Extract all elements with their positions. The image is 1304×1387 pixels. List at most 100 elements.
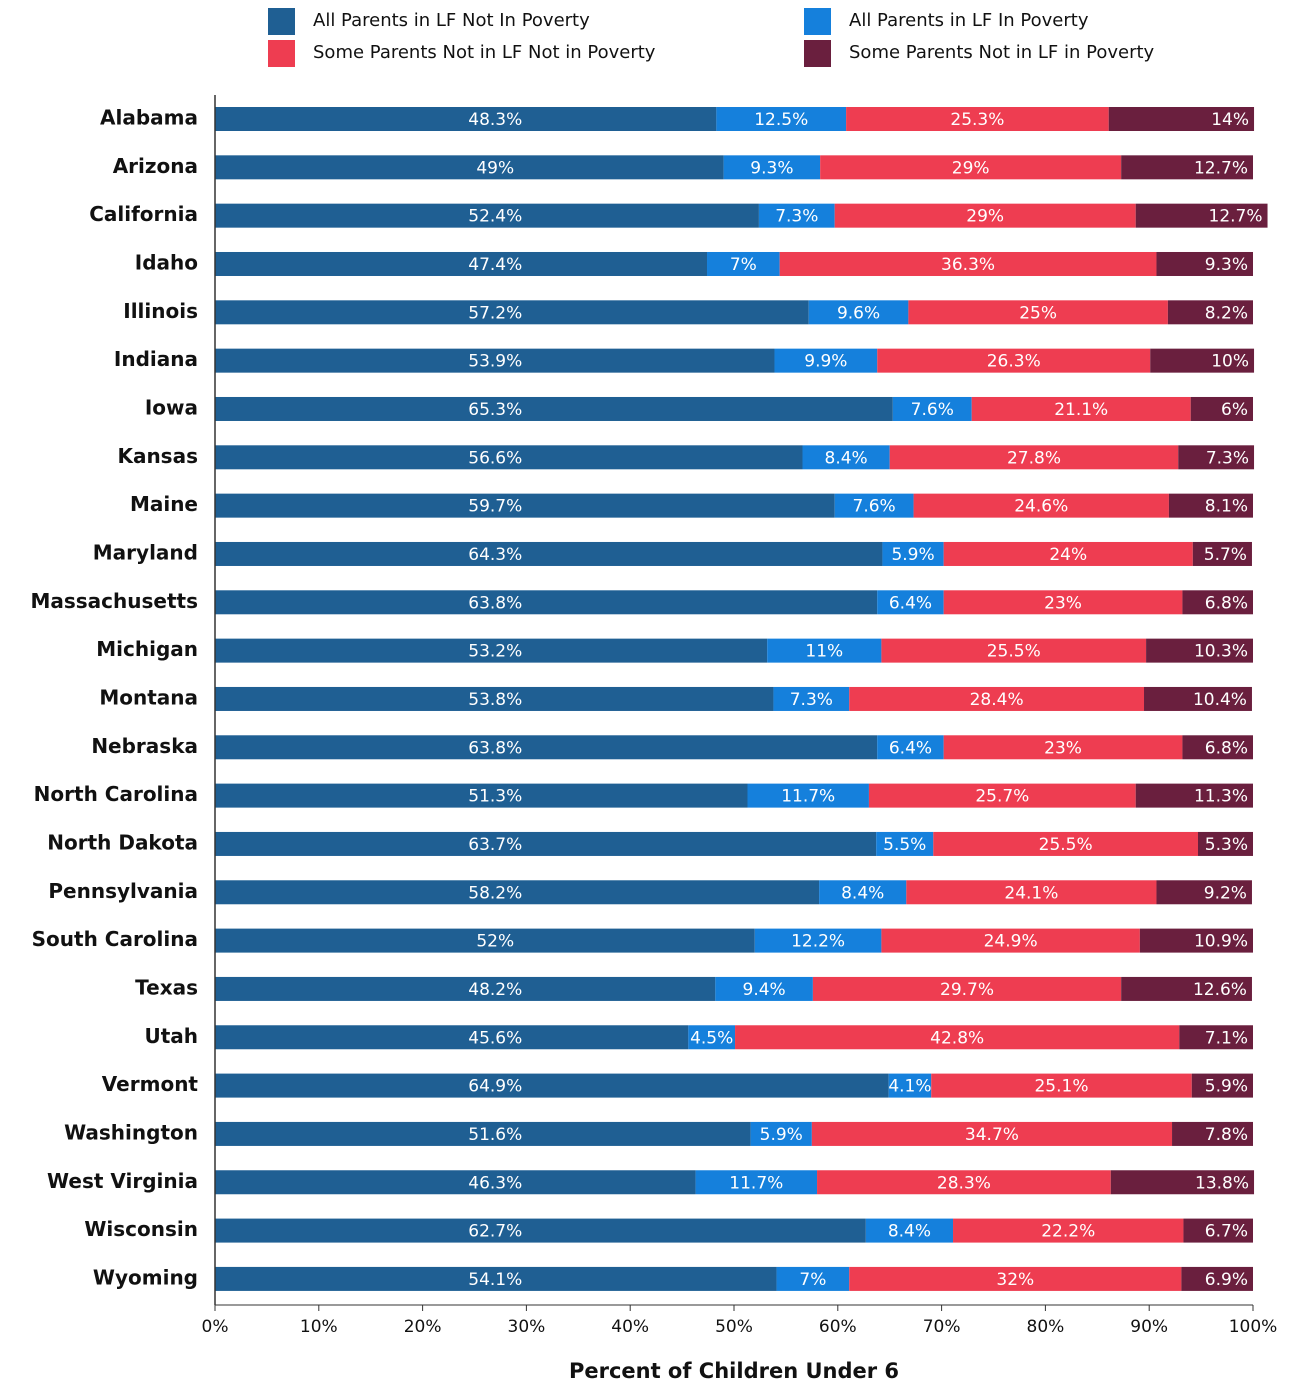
bar-segment: [1190, 396, 1253, 421]
bar-segment: [758, 203, 835, 228]
value-label: 6.4%: [889, 738, 932, 758]
value-label: 28.4%: [970, 690, 1024, 710]
value-label: 9.3%: [1205, 255, 1248, 275]
bar-segment: [943, 541, 1193, 566]
value-label: 9.9%: [804, 352, 847, 372]
bar-segment: [215, 590, 878, 615]
value-label: 34.7%: [965, 1125, 1019, 1145]
value-label: 5.9%: [760, 1125, 803, 1145]
bar-segment: [215, 1266, 777, 1291]
bar-segment: [767, 638, 882, 663]
value-label: 29%: [952, 158, 990, 178]
value-label: 8.4%: [888, 1222, 931, 1242]
value-label: 28.3%: [937, 1173, 991, 1193]
value-label: 53.2%: [468, 642, 522, 662]
value-label: 5.9%: [891, 545, 934, 565]
bar-segment: [1181, 1266, 1253, 1291]
y-tick-label: Vermont: [102, 1072, 199, 1096]
bar-segment: [849, 1266, 1182, 1291]
value-label: 12.7%: [1209, 207, 1263, 227]
x-tick-label: 10%: [300, 1317, 338, 1337]
value-label: 6.7%: [1205, 1222, 1248, 1242]
bar-segment: [882, 541, 944, 566]
value-label: 7.1%: [1205, 1028, 1248, 1048]
value-label: 13.8%: [1195, 1173, 1249, 1193]
bar-segment: [215, 396, 893, 421]
value-label: 52%: [476, 932, 514, 952]
value-label: 23%: [1044, 738, 1082, 758]
bar-segment: [688, 1025, 736, 1050]
y-tick-label: West Virginia: [47, 1169, 198, 1193]
bar-segment: [1108, 107, 1255, 131]
value-label: 59.7%: [468, 497, 522, 517]
y-tick-label: Illinois: [123, 299, 198, 323]
x-tick-label: 80%: [1027, 1317, 1065, 1337]
legend-swatch: [268, 8, 295, 35]
bar-segment: [812, 976, 1122, 1001]
value-label: 24%: [1049, 545, 1087, 565]
legend-swatch: [804, 8, 831, 35]
x-tick-label: 60%: [819, 1317, 857, 1337]
bar-segment: [971, 396, 1191, 421]
value-label: 65.3%: [468, 400, 522, 420]
bar-segment: [215, 1025, 689, 1050]
bar-segment: [1144, 686, 1252, 711]
bar-segment: [943, 735, 1183, 760]
y-tick-label: Wyoming: [93, 1265, 198, 1289]
value-label: 10.3%: [1194, 642, 1248, 662]
bar-segment: [820, 155, 1122, 180]
y-tick-label: Michigan: [96, 637, 198, 661]
bar-segment: [215, 493, 835, 518]
value-label: 48.3%: [468, 110, 522, 130]
bar-segment: [215, 1170, 696, 1195]
value-label: 26.3%: [987, 352, 1041, 372]
value-label: 10.9%: [1194, 932, 1248, 952]
y-tick-label: Utah: [144, 1024, 198, 1048]
bar-segment: [215, 928, 755, 953]
bar-segment: [881, 638, 1147, 663]
bar-segment: [1110, 1170, 1255, 1195]
value-label: 47.4%: [468, 255, 522, 275]
x-axis-title: Percent of Children Under 6: [569, 1359, 899, 1383]
bar-segment: [877, 348, 1151, 373]
value-label: 23%: [1044, 593, 1082, 613]
bar-segment: [715, 976, 813, 1001]
y-tick-label: Iowa: [145, 395, 198, 419]
y-tick-label: Alabama: [100, 106, 198, 130]
y-tick-label: Maryland: [93, 540, 198, 564]
value-label: 25%: [1019, 303, 1057, 323]
legend-label: Some Parents Not in LF Not in Poverty: [313, 42, 656, 63]
value-label: 7.3%: [790, 690, 833, 710]
y-tick-label: North Carolina: [34, 782, 198, 806]
bar-segment: [881, 928, 1140, 953]
y-tick-label: Maine: [130, 492, 198, 516]
bar-segment: [754, 928, 882, 953]
legend-label: Some Parents Not in LF in Poverty: [849, 42, 1155, 63]
bar-segment: [1156, 251, 1253, 276]
x-tick-label: 30%: [508, 1317, 546, 1337]
bar-segment: [889, 445, 1179, 470]
y-tick-label: Massachusetts: [30, 589, 198, 613]
value-label: 9.2%: [1204, 883, 1247, 903]
value-label: 6.9%: [1205, 1270, 1248, 1290]
x-tick-label: 0%: [202, 1317, 229, 1337]
bar-segment: [695, 1170, 818, 1195]
y-tick-label: Nebraska: [91, 734, 198, 758]
bar-segment: [779, 251, 1157, 276]
value-label: 14%: [1211, 110, 1249, 130]
value-label: 7.8%: [1205, 1125, 1248, 1145]
value-label: 11.7%: [781, 787, 835, 807]
bar-segment: [1121, 155, 1253, 180]
value-label: 7.6%: [911, 400, 954, 420]
legend-label: All Parents in LF In Poverty: [849, 10, 1089, 31]
y-tick-label: Montana: [99, 685, 198, 709]
value-label: 11%: [805, 642, 843, 662]
bar-segment: [953, 1218, 1184, 1243]
bar-segment: [811, 1121, 1173, 1146]
bar-segment: [877, 590, 944, 615]
bar-segment: [1182, 735, 1253, 760]
value-label: 25.1%: [1034, 1077, 1088, 1097]
bar-segment: [215, 735, 878, 760]
value-label: 9.6%: [837, 303, 880, 323]
bar-segment: [892, 396, 972, 421]
